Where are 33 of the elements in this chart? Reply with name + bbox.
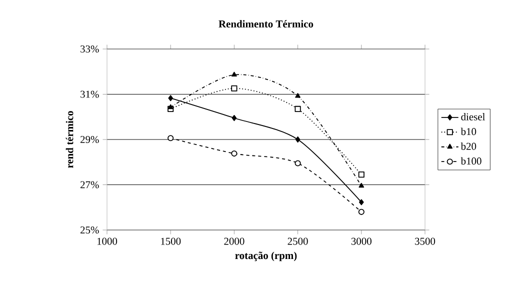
legend-label: diesel (461, 113, 485, 120)
y-tick-label: 31% (80, 90, 99, 98)
x-tick-label: 3000 (351, 238, 372, 245)
y-tick-label: 25% (80, 226, 99, 234)
point (168, 135, 174, 142)
point (232, 114, 237, 122)
point (168, 104, 174, 110)
point (294, 106, 301, 112)
legend-label: b10 (460, 128, 476, 136)
x-tick-label: 2000 (224, 238, 244, 245)
point (358, 208, 364, 215)
point (358, 172, 364, 178)
x-tick-label: 2500 (288, 238, 308, 245)
chart-title: Rendimento Térmico (218, 20, 314, 28)
point (359, 199, 364, 206)
y-tick-label: 33% (80, 45, 99, 53)
point (231, 85, 238, 92)
y-axis-title: rend térmico (66, 111, 74, 168)
legend-label: b100 (460, 157, 482, 165)
point (295, 93, 300, 98)
x-tick-label: 3500 (415, 238, 436, 245)
x-tick-label: 1000 (97, 238, 118, 245)
point (295, 136, 300, 143)
y-tick-label: 27% (80, 181, 99, 188)
point (294, 160, 301, 166)
point (168, 95, 173, 102)
x-tick-label: 1500 (161, 238, 181, 245)
x-axis-title: rotação (rpm) (235, 252, 297, 262)
point (231, 150, 238, 157)
point (232, 72, 237, 77)
point (358, 182, 364, 188)
y-tick-label: 29% (80, 136, 99, 144)
legend-label: b20 (460, 142, 476, 150)
